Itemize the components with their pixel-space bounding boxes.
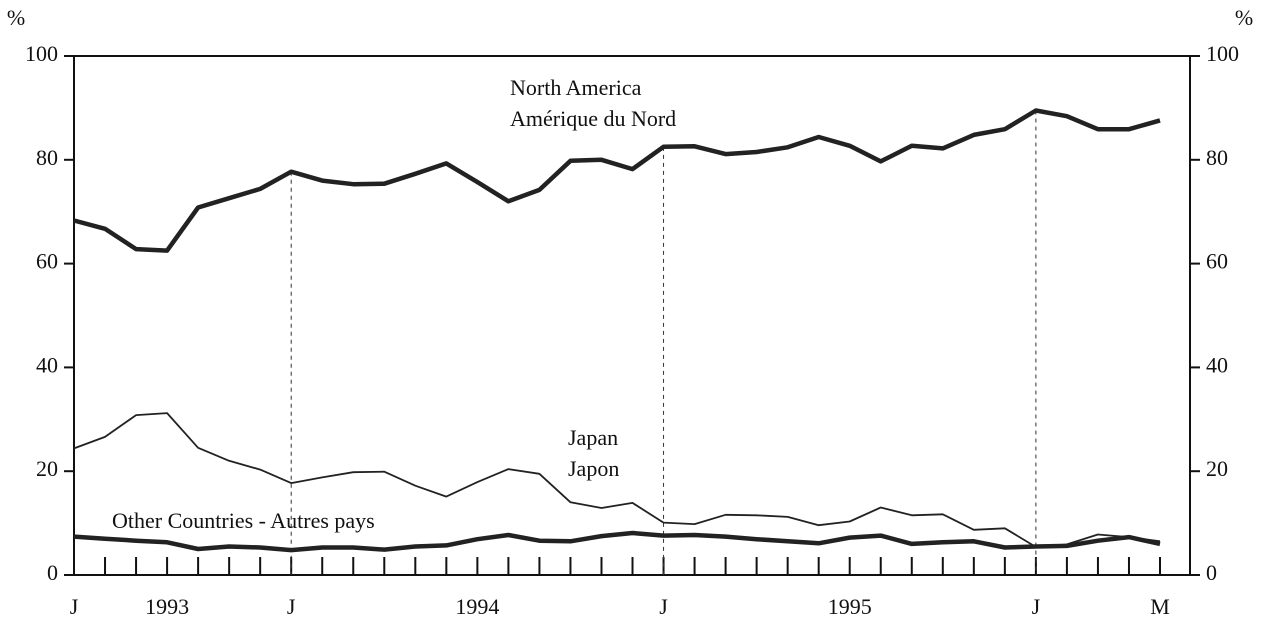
series-label: North America	[510, 75, 642, 100]
y-tick-label-right: 100	[1206, 41, 1239, 66]
y-tick-label-right: 80	[1206, 145, 1228, 170]
y-tick-label: 100	[25, 41, 58, 66]
x-tick-label: 1993	[145, 594, 189, 619]
series-label: Other Countries - Autres pays	[112, 508, 375, 533]
plot-frame	[73, 55, 1191, 576]
y-tick-label: 80	[36, 145, 58, 170]
series-line	[73, 530, 1161, 553]
y-tick-label-right: 40	[1206, 352, 1228, 377]
y-unit-right: %	[1235, 5, 1253, 30]
y-unit-left: %	[7, 5, 25, 30]
series-label: Japon	[568, 456, 619, 481]
x-tick-label: J	[287, 594, 296, 619]
x-tick-label: J	[659, 594, 668, 619]
y-tick-label-right: 20	[1206, 456, 1228, 481]
y-tick-label: 20	[36, 456, 58, 481]
x-tick-label: J	[70, 594, 79, 619]
series-line	[73, 108, 1161, 253]
x-tick-label: J	[1032, 594, 1041, 619]
y-tick-label: 60	[36, 249, 58, 274]
series-line	[73, 412, 1161, 548]
y-tick-label-right: 60	[1206, 249, 1228, 274]
x-tick-label: 1995	[828, 594, 872, 619]
series-label: Amérique du Nord	[510, 106, 676, 131]
y-tick-label: 0	[47, 560, 58, 585]
y-tick-label-right: 0	[1206, 560, 1217, 585]
series-label: Japan	[568, 425, 618, 450]
x-tick-label: M	[1150, 594, 1170, 619]
x-tick-label: 1994	[455, 594, 499, 619]
y-tick-label: 40	[36, 352, 58, 377]
